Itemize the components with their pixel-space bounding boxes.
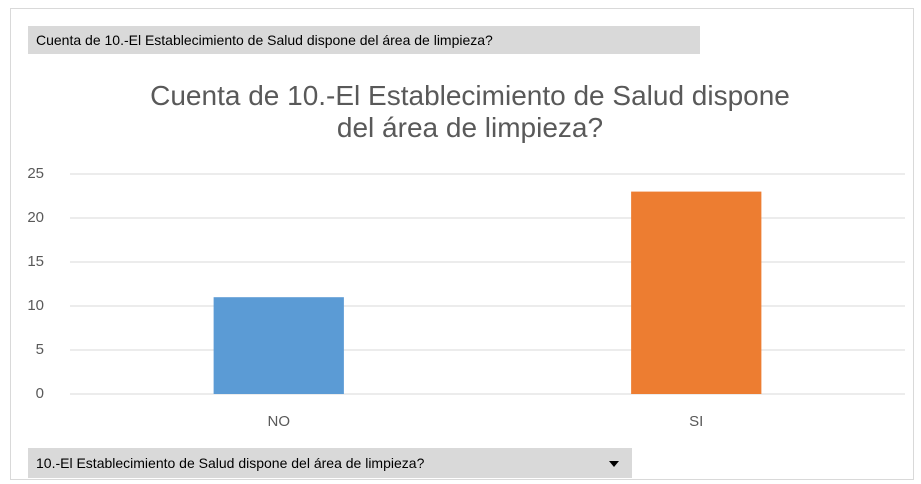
axis-field-label: 10.-El Establecimiento de Salud dispone … (36, 455, 425, 471)
bar (631, 191, 762, 394)
axis-field-button[interactable]: 10.-El Establecimiento de Salud dispone … (28, 448, 632, 478)
chart-title: Cuenta de 10.-El Establecimiento de Salu… (150, 80, 790, 143)
y-tick-label: 25 (27, 165, 44, 182)
y-tick-label: 5 (36, 341, 44, 358)
x-tick-label: SI (689, 413, 703, 430)
y-tick-label: 20 (27, 209, 44, 226)
x-tick-label: NO (268, 413, 291, 430)
chart-frame (10, 8, 914, 480)
value-field-button[interactable]: Cuenta de 10.-El Establecimiento de Salu… (28, 26, 700, 54)
chart: 0 5 10 15 20 25 NO SI (27, 165, 905, 430)
y-tick-label: 10 (27, 297, 44, 314)
bar (213, 297, 344, 394)
dropdown-arrow[interactable] (608, 460, 620, 468)
y-tick-label: 15 (27, 253, 44, 270)
y-tick-label: 0 (36, 385, 44, 402)
